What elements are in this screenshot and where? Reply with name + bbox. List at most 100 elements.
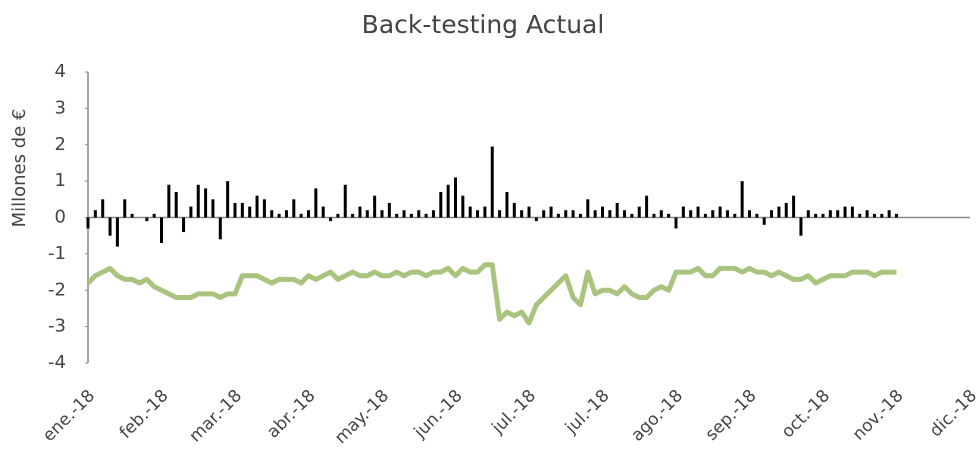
bar (402, 210, 406, 218)
bar (689, 210, 693, 218)
x-tick-label: mar.-18 (186, 386, 247, 446)
bar (123, 199, 127, 218)
bar (556, 213, 560, 218)
bar (248, 206, 252, 218)
bar (101, 199, 105, 218)
bar (299, 213, 303, 218)
bar (226, 181, 230, 218)
bar (454, 177, 457, 218)
bar (806, 210, 810, 218)
bar (652, 213, 656, 218)
bar (380, 210, 384, 218)
bar (799, 217, 803, 236)
bar (167, 184, 171, 218)
x-tick-label: jul.-18 (487, 386, 540, 439)
bar (534, 217, 538, 222)
bar (601, 206, 604, 218)
bar (880, 213, 884, 218)
bar (218, 217, 222, 240)
bar (843, 206, 847, 218)
bar (373, 195, 377, 218)
bar (836, 210, 840, 218)
bar (637, 206, 641, 218)
bar (667, 213, 671, 218)
bar (307, 210, 310, 218)
bar (196, 184, 200, 218)
y-tick-label: 2 (55, 134, 66, 155)
bar (343, 184, 347, 218)
bar (887, 210, 891, 218)
bar (439, 192, 443, 218)
bar (292, 199, 296, 218)
bar (755, 213, 759, 218)
x-tick-label: abr.-18 (263, 386, 319, 442)
bar (872, 213, 876, 218)
bar (417, 210, 421, 218)
bar (748, 210, 751, 218)
x-tick-label: jun.-18 (410, 386, 467, 443)
bar (431, 210, 435, 218)
bar (512, 202, 516, 218)
bar (365, 210, 369, 218)
bar (284, 210, 288, 218)
bar (93, 210, 97, 218)
bar (314, 188, 318, 218)
bar (483, 206, 487, 218)
bar (498, 210, 502, 218)
y-tick-label: -3 (48, 316, 66, 337)
bar (160, 217, 163, 243)
x-tick-label: sep.-18 (702, 386, 761, 445)
bar (505, 192, 509, 218)
bar (828, 210, 832, 218)
bar (468, 206, 472, 218)
bar (674, 217, 678, 229)
y-tick-label: -4 (48, 352, 66, 373)
bar (814, 213, 818, 218)
bar (270, 210, 274, 218)
bar (593, 210, 597, 218)
bar (152, 213, 156, 218)
bar (630, 213, 634, 218)
bar (623, 210, 627, 218)
bar (409, 213, 413, 218)
bar (395, 213, 399, 218)
bar (358, 206, 362, 218)
bar (108, 217, 112, 236)
bar (329, 217, 333, 222)
y-tick-label: 4 (55, 61, 66, 82)
bar (821, 213, 825, 218)
bar (211, 199, 215, 218)
x-tick-label: nov.-18 (849, 386, 908, 445)
bar (321, 206, 325, 218)
x-tick-label: ene.-18 (39, 386, 99, 446)
bar (255, 195, 259, 218)
bar (86, 217, 90, 229)
y-tick-label: 3 (55, 97, 66, 118)
bar (770, 210, 774, 218)
bar (387, 202, 391, 218)
bar (527, 206, 531, 218)
y-tick-label: 0 (55, 207, 66, 228)
bar (777, 206, 781, 218)
chart-title: Back-testing Actual (362, 10, 605, 39)
bar (182, 217, 186, 233)
x-tick-label: dic.-18 (926, 386, 976, 441)
y-tick-label: 1 (55, 170, 66, 191)
bar (115, 217, 119, 247)
bar (718, 206, 722, 218)
bar (446, 184, 450, 218)
bar (130, 213, 134, 218)
bar (233, 202, 237, 218)
bar (476, 210, 480, 218)
bar (571, 210, 575, 218)
bar (733, 213, 737, 218)
y-tick-label: -1 (48, 243, 66, 264)
bar (725, 210, 729, 218)
x-tick-label: ago.-18 (627, 386, 687, 446)
y-tick-label: -2 (48, 279, 66, 300)
bar (784, 202, 788, 218)
bar (659, 210, 663, 218)
bar (850, 206, 854, 218)
bar (865, 210, 869, 218)
